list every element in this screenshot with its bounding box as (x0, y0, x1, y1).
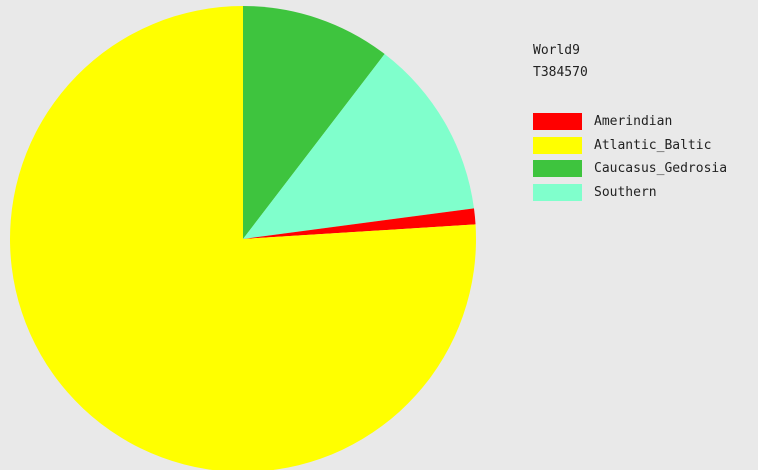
legend-item-southern: Southern (533, 181, 727, 205)
legend-label: Atlantic_Baltic (594, 137, 712, 153)
legend-item-caucasus-gedrosia: Caucasus_Gedrosia (533, 157, 727, 181)
legend-item-amerindian: Amerindian (533, 110, 727, 134)
legend-label: Amerindian (594, 114, 673, 130)
legend-label: Southern (594, 184, 657, 200)
legend-swatch (533, 160, 582, 178)
pie-slice-southern (243, 54, 474, 239)
chart-titles: World9 T384570 (533, 40, 588, 84)
legend-label: Caucasus_Gedrosia (594, 161, 728, 177)
pie-slice-atlantic-baltic (10, 6, 476, 470)
legend-swatch (533, 136, 582, 154)
frame-border (758, 0, 767, 470)
legend-item-atlantic-baltic: Atlantic_Baltic (533, 134, 727, 158)
legend: Amerindian Atlantic_Baltic Caucasus_Gedr… (533, 110, 727, 204)
pie-slice-amerindian (243, 208, 476, 239)
legend-swatch (533, 113, 582, 131)
legend-swatch (533, 183, 582, 201)
pie-slice-caucasus-gedrosia (243, 6, 385, 239)
chart-subtitle: T384570 (533, 65, 588, 80)
chart-title: World9 (533, 43, 580, 58)
